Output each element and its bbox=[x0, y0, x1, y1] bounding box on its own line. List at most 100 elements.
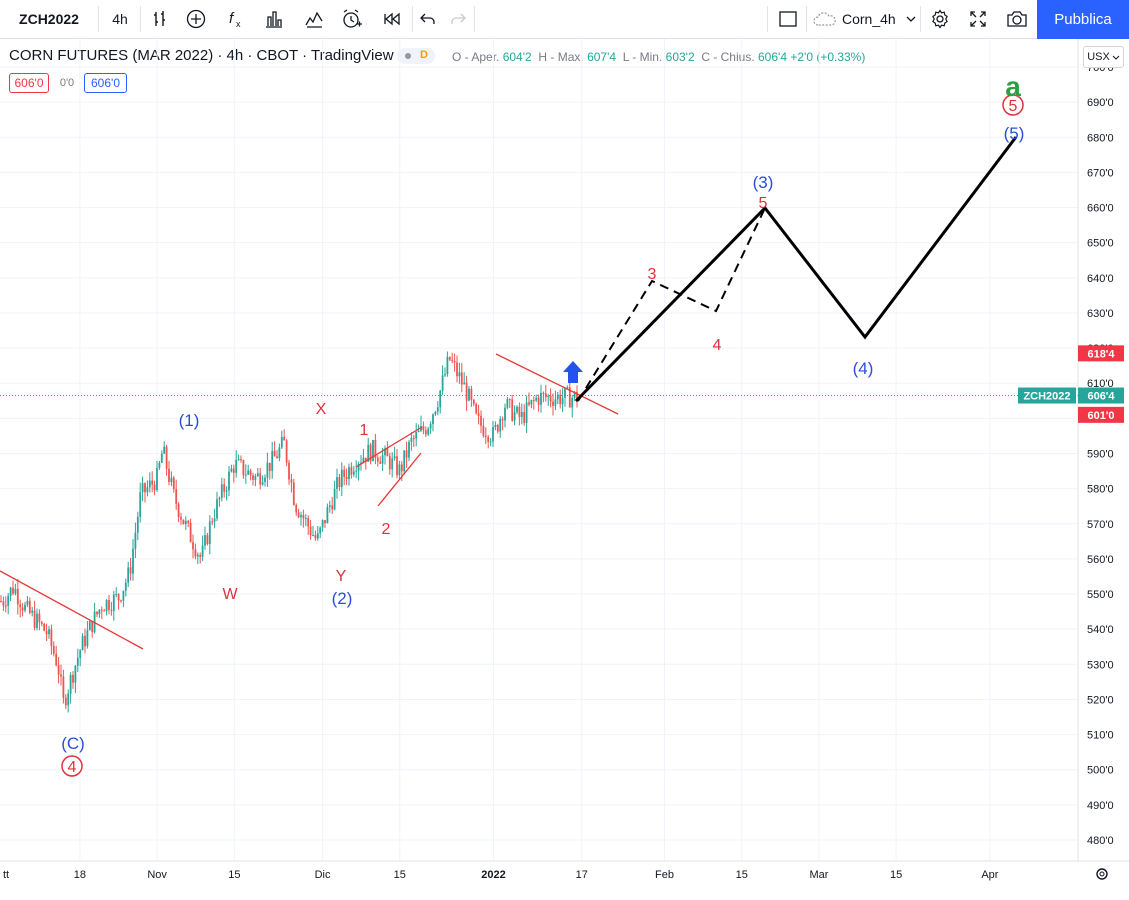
candle-body bbox=[400, 464, 403, 472]
open-value: 604'2 bbox=[502, 50, 532, 64]
candle-body bbox=[2, 601, 5, 606]
candle-body bbox=[139, 492, 142, 517]
candle-body bbox=[141, 483, 144, 493]
buy-button[interactable]: 606'0 bbox=[84, 73, 127, 93]
candle-body bbox=[9, 587, 12, 596]
gear-icon bbox=[932, 9, 948, 29]
candle-body bbox=[434, 411, 437, 415]
candle-body bbox=[326, 506, 329, 524]
candle-body bbox=[230, 468, 233, 472]
candle-body bbox=[436, 407, 439, 412]
bar-style-button[interactable] bbox=[144, 0, 176, 38]
candle-body bbox=[547, 395, 550, 398]
candle-body bbox=[415, 431, 418, 439]
candle-body bbox=[98, 609, 101, 615]
candle-body bbox=[91, 621, 94, 633]
candle-body bbox=[350, 467, 353, 475]
time-axis[interactable]: tt 18 Nov 15 Dic 15 2022 17 Feb 15 Mar 15 Apr bbox=[3, 869, 999, 881]
candle-body bbox=[182, 519, 185, 525]
snapshot-button[interactable] bbox=[1000, 0, 1034, 38]
toolbar-divider bbox=[767, 6, 768, 32]
candle-body bbox=[100, 609, 103, 611]
layout-name-button[interactable]: Corn_4h bbox=[812, 0, 918, 38]
candle-body bbox=[343, 469, 346, 477]
candle-body bbox=[345, 476, 348, 480]
chart-drawings bbox=[0, 136, 1018, 650]
price-tick: 480'0 bbox=[1087, 835, 1114, 847]
price-tick: 630'0 bbox=[1087, 308, 1114, 320]
trendline-december-bottom bbox=[377, 452, 422, 507]
candle-body bbox=[398, 464, 401, 476]
alert-button[interactable] bbox=[336, 0, 368, 38]
candle-body bbox=[302, 515, 305, 519]
fullscreen-button[interactable] bbox=[962, 0, 994, 38]
camera-icon bbox=[1007, 11, 1027, 27]
candle-body bbox=[484, 435, 487, 438]
candle-body bbox=[412, 438, 415, 440]
candle-body bbox=[232, 468, 235, 473]
candle-body bbox=[444, 374, 446, 376]
candle-body bbox=[110, 609, 113, 611]
layout-select-button[interactable] bbox=[772, 0, 804, 38]
candle-body bbox=[388, 456, 391, 470]
toolbar-divider bbox=[98, 6, 99, 32]
candle-body bbox=[88, 621, 91, 631]
candle-body bbox=[381, 455, 384, 464]
price-tick: 650'0 bbox=[1087, 238, 1114, 250]
toolbar-divider bbox=[806, 6, 807, 32]
compare-button[interactable] bbox=[298, 0, 330, 38]
candle-body bbox=[384, 448, 386, 456]
candle-body bbox=[204, 535, 206, 546]
layout-name-label: Corn_4h bbox=[842, 11, 896, 27]
add-indicator-button[interactable] bbox=[180, 0, 212, 38]
time-tick: Feb bbox=[655, 869, 674, 881]
chart-title: CORN FUTURES (MAR 2022) · 4h · CBOT · Tr… bbox=[9, 47, 394, 64]
candle-body bbox=[84, 635, 86, 647]
interval-button[interactable]: 4h bbox=[104, 0, 136, 38]
candle-body bbox=[501, 418, 504, 421]
candle-body bbox=[396, 456, 398, 476]
svg-text:f: f bbox=[229, 10, 235, 27]
spread-value: 0'0 bbox=[59, 77, 75, 89]
price-axis[interactable]: 700'0690'0680'0670'0660'0650'0640'0630'0… bbox=[1018, 62, 1124, 847]
wave-label: (C) bbox=[61, 734, 85, 753]
templates-button[interactable] bbox=[258, 0, 290, 38]
candle-body bbox=[235, 459, 238, 473]
sell-button[interactable]: 606'0 bbox=[9, 73, 49, 93]
candle-body bbox=[328, 505, 331, 507]
candle-body bbox=[410, 438, 413, 443]
replay-button[interactable] bbox=[376, 0, 408, 38]
toolbar-divider bbox=[920, 6, 921, 32]
candle-body bbox=[297, 512, 300, 518]
candle-body bbox=[432, 414, 434, 425]
candle-body bbox=[112, 594, 115, 611]
publish-button[interactable]: Pubblica bbox=[1037, 0, 1129, 39]
axis-settings-button[interactable] bbox=[1096, 868, 1108, 880]
market-status-badge[interactable]: D bbox=[397, 48, 435, 64]
trendline-december-top bbox=[355, 426, 423, 468]
candle-body bbox=[213, 518, 216, 522]
time-tick: 15 bbox=[736, 869, 748, 881]
candle-body bbox=[26, 600, 29, 605]
candle-body bbox=[266, 462, 269, 478]
symbol-search-button[interactable]: ZCH2022 bbox=[0, 0, 98, 38]
candle-body bbox=[439, 390, 442, 408]
candle-body bbox=[568, 387, 571, 408]
time-tick: Nov bbox=[147, 869, 167, 881]
candle-body bbox=[535, 397, 538, 401]
candle-body bbox=[477, 413, 480, 416]
undo-button[interactable] bbox=[413, 0, 443, 38]
candle-body bbox=[386, 448, 389, 457]
candle-body bbox=[223, 484, 226, 492]
candle-body bbox=[240, 459, 242, 461]
candle-body bbox=[45, 630, 48, 635]
redo-button[interactable] bbox=[443, 0, 473, 38]
currency-select[interactable]: USX bbox=[1083, 46, 1124, 68]
candle-body bbox=[511, 399, 514, 421]
settings-button[interactable] bbox=[924, 0, 956, 38]
currency-label: USX bbox=[1087, 51, 1110, 63]
price-label-text: 601'0 bbox=[1087, 410, 1114, 422]
